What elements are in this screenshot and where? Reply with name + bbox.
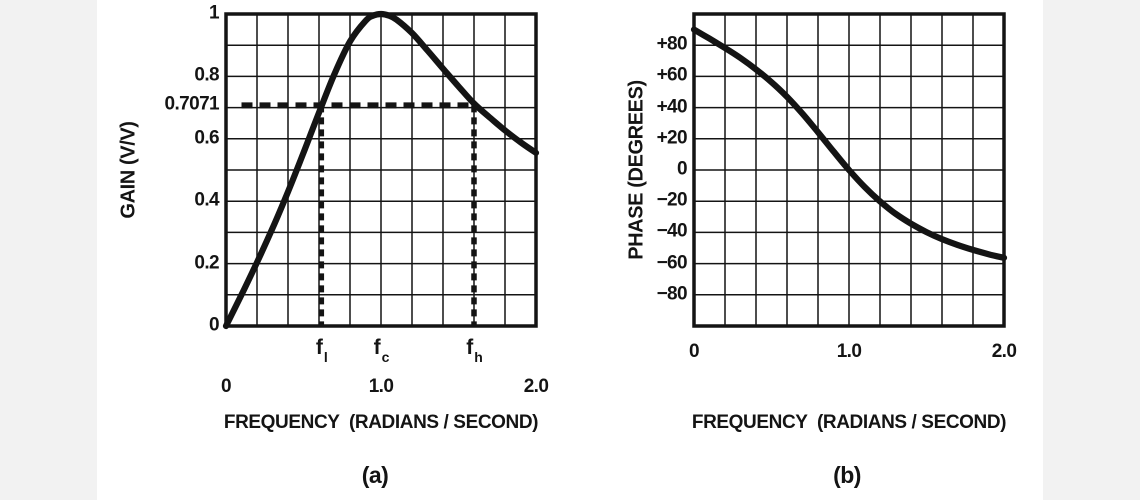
gain-response-plot-area — [222, 10, 540, 330]
gain-response-y-tick-label: 0.2 — [194, 252, 219, 274]
phase-response-plot-area — [690, 12, 1008, 328]
gain-response-y-tick-label: 0.4 — [194, 189, 219, 211]
phase-response-y-tick-label: −20 — [656, 189, 688, 211]
gain-x-axis-title: FREQUENCY (RADIANS / SECOND) — [223, 412, 539, 433]
phase-response-y-tick-label: +80 — [656, 33, 688, 55]
gain-response-y-tick-label: 1 — [209, 2, 220, 24]
plot-border — [692, 12, 1006, 328]
phase-x-axis-title: FREQUENCY (RADIANS / SECOND) — [691, 412, 1007, 433]
phase-response-y-tick-label: −40 — [656, 220, 688, 242]
phase-response-y-tick-label: +60 — [656, 64, 688, 86]
phase-response-y-tick-label: −60 — [656, 252, 688, 274]
phase-response-x-tick-label: 0 — [689, 341, 700, 362]
phase-response-x-tick-label: 1.0 — [836, 341, 862, 362]
gain-response-y-tick-label: 0.6 — [194, 127, 219, 149]
gain-response-x-tick-label: 2.0 — [523, 376, 549, 397]
freq-marker-fc: fc — [373, 336, 390, 366]
phase-response-x-tick-label: 2.0 — [991, 341, 1017, 362]
phase-response-y-tick-label: +20 — [656, 127, 688, 149]
gain-response-x-tick-label: 0 — [221, 376, 232, 397]
gain-response-x-tick-label: 1.0 — [368, 376, 394, 397]
freq-marker-fh: fh — [466, 336, 483, 366]
gain-response-y-tick-label: 0 — [209, 314, 220, 336]
scanned-page-background — [97, 0, 1043, 500]
gain-response-y-tick-label: 0.8 — [194, 64, 219, 86]
phase-curve — [690, 26, 1008, 261]
phase-response-y-tick-label: −80 — [656, 283, 688, 305]
phase-response-y-tick-label: +40 — [656, 96, 688, 118]
phase-response-y-tick-label: 0 — [677, 158, 688, 180]
subfigure-b-caption: (b) — [833, 462, 861, 488]
subfigure-a-caption: (a) — [361, 462, 389, 488]
gain-response-y-tick-label: 0.7071 — [164, 93, 219, 115]
freq-marker-fl: fl — [315, 336, 328, 366]
gain-curve — [222, 10, 540, 330]
